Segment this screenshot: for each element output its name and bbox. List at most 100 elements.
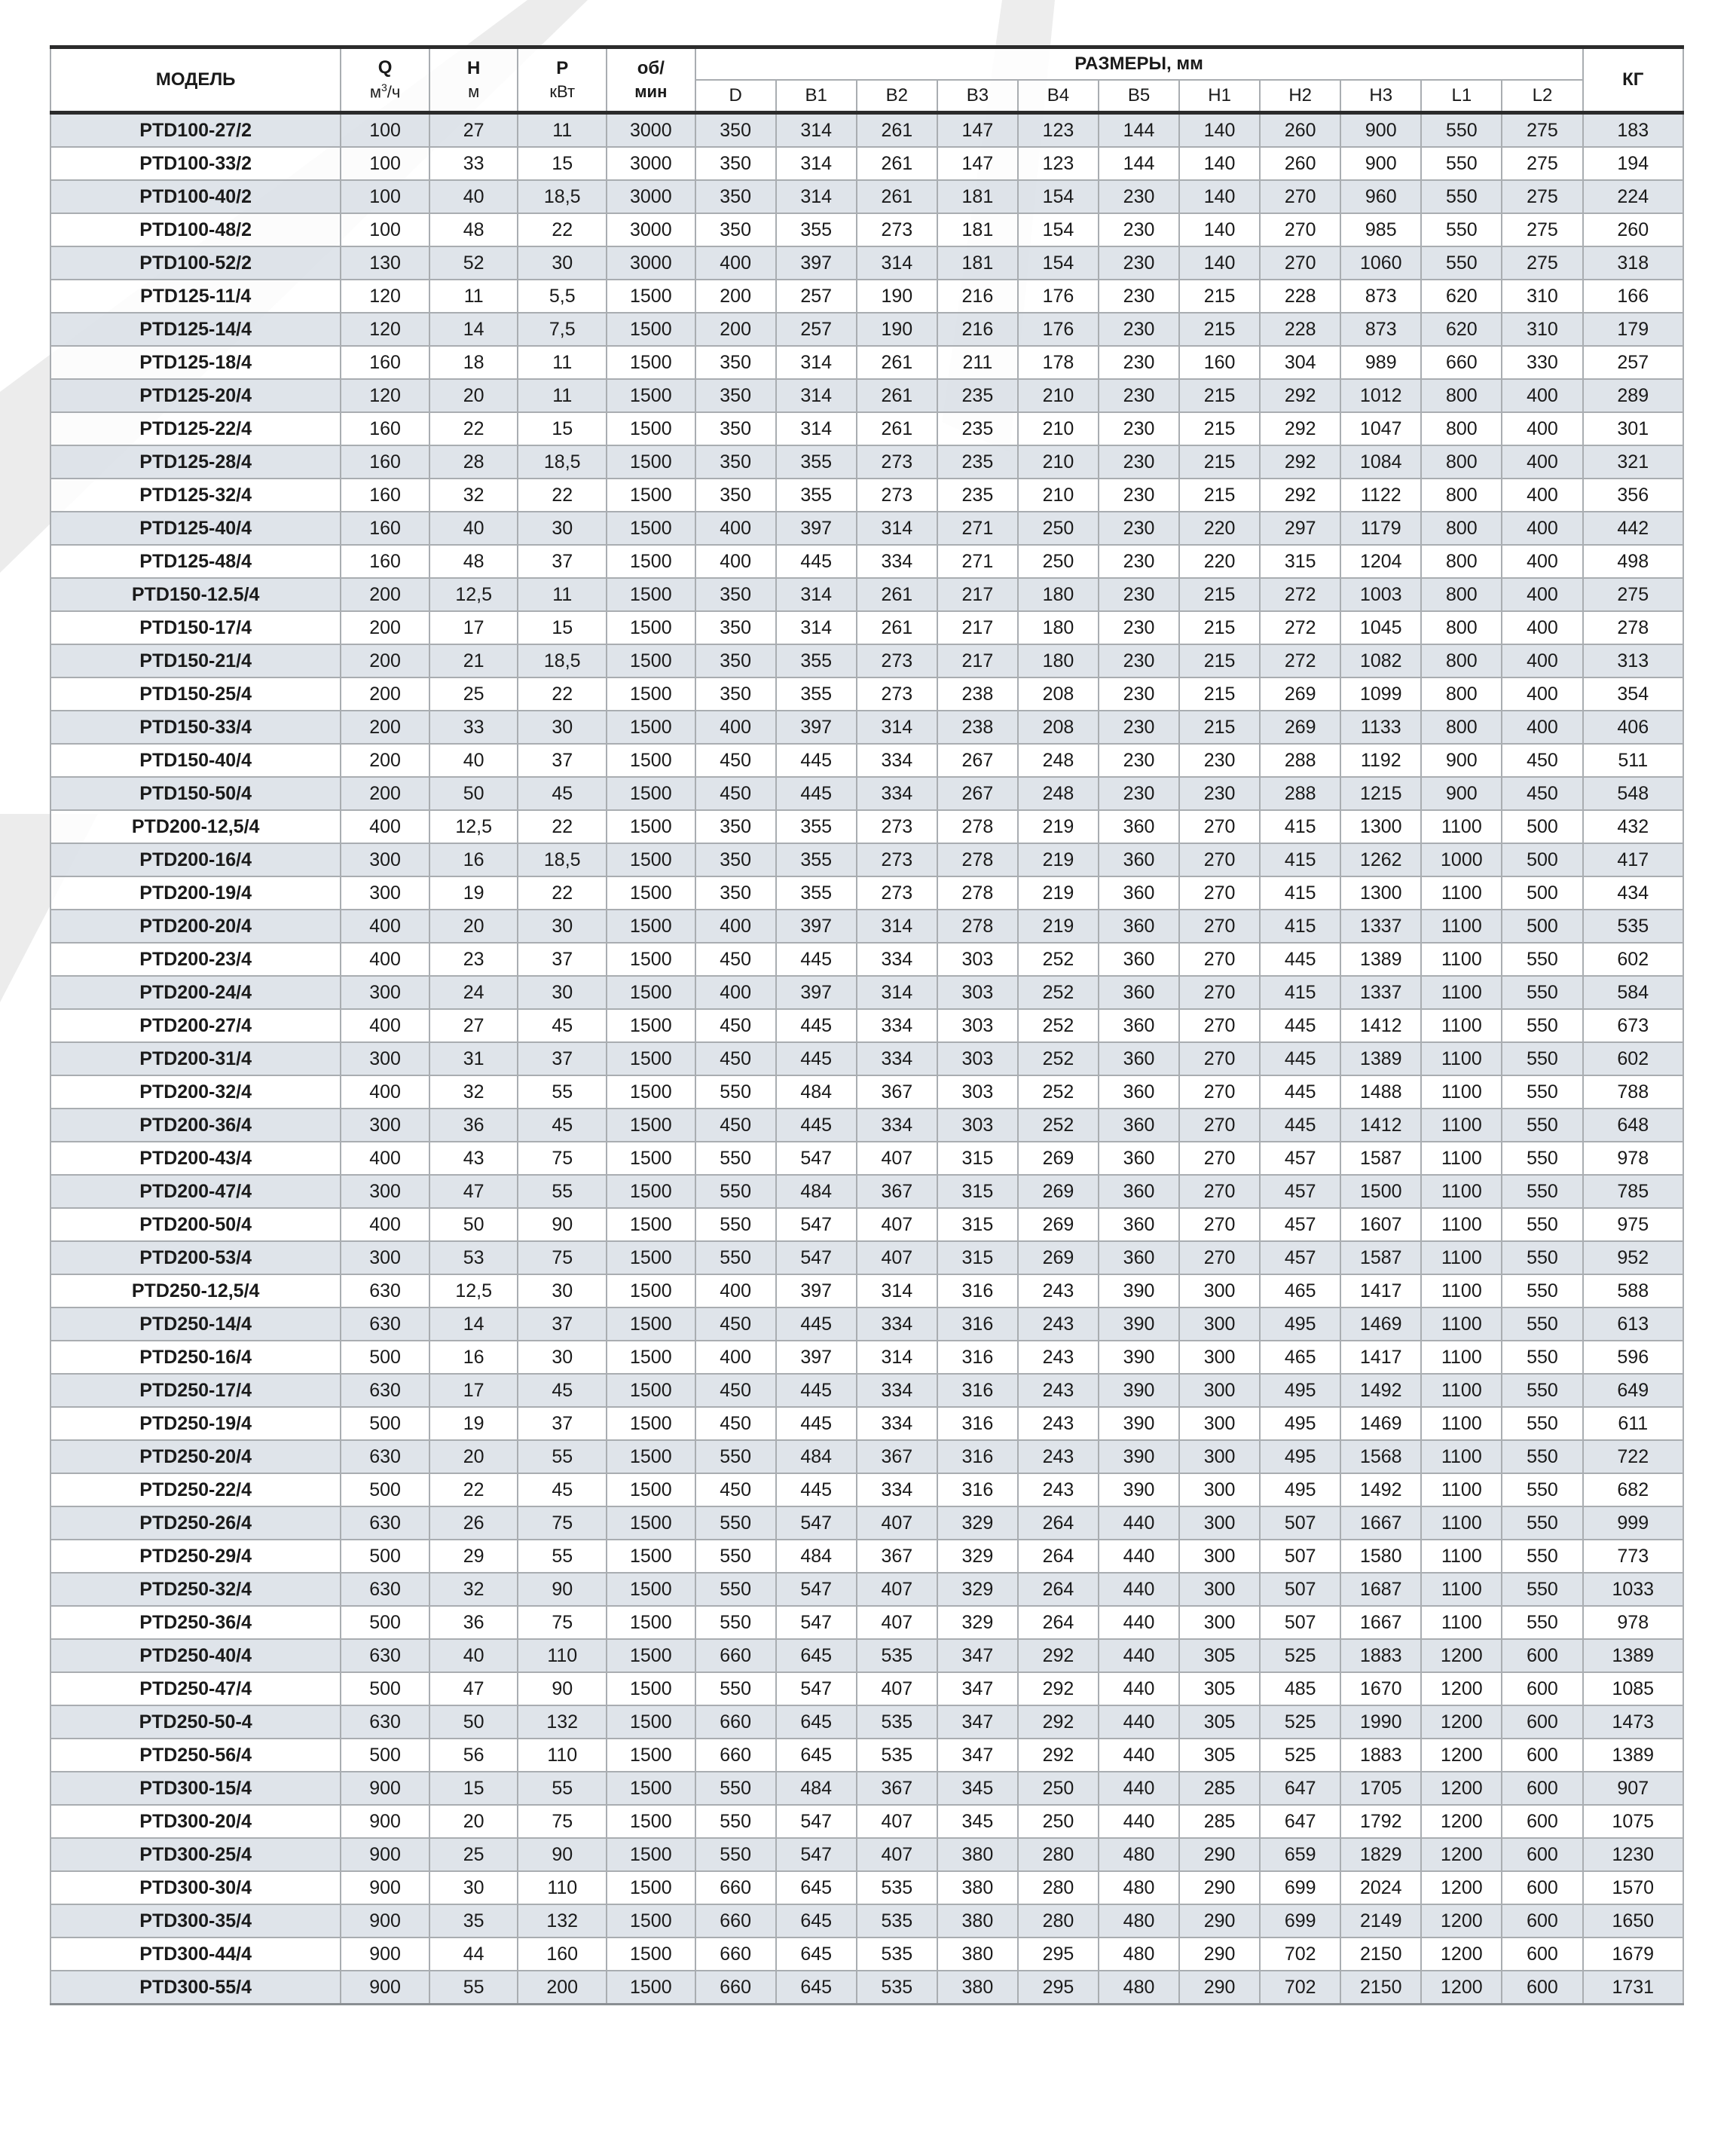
value-cell: 230 [1097,743,1181,778]
value-cell: 1500 [606,1075,696,1109]
value-cell: 611 [1582,1406,1685,1441]
value-cell: 400 [340,809,430,844]
value-cell: 440 [1097,1738,1181,1772]
value-cell: 350 [694,345,777,380]
value-cell: 329 [936,1605,1019,1640]
value-cell: 445 [1259,1075,1342,1109]
value-cell: 1473 [1582,1705,1685,1739]
value-cell: 602 [1582,942,1685,977]
value-cell: 620 [1420,279,1503,313]
value-cell: 235 [936,478,1019,512]
value-cell: 297 [1259,511,1342,546]
value-cell: 215 [1178,710,1261,745]
model-cell: PTD300-20/4 [49,1804,342,1839]
value-cell: 400 [1501,378,1584,413]
value-cell: 235 [936,378,1019,413]
value-cell: 22 [517,677,608,711]
value-cell: 457 [1259,1240,1342,1275]
value-cell: 314 [775,411,857,446]
flow-unit: м3/ч [369,81,401,102]
value-cell: 230 [1097,312,1181,347]
model-cell: PTD150-50/4 [49,776,342,811]
value-cell: 390 [1097,1439,1181,1474]
value-cell: 550 [694,1605,777,1640]
value-cell: 257 [1582,345,1685,380]
value-cell: 334 [855,1473,938,1507]
value-cell: 800 [1420,710,1503,745]
value-cell: 15 [428,1771,519,1806]
value-cell: 230 [1097,445,1181,479]
value-cell: 1099 [1340,677,1423,711]
value-cell: 360 [1097,876,1181,910]
value-cell: 32 [428,478,519,512]
value-cell: 407 [855,1240,938,1275]
value-cell: 445 [1259,1008,1342,1043]
value-cell: 355 [775,677,857,711]
value-cell: 415 [1259,975,1342,1010]
model-cell: PTD200-31/4 [49,1041,342,1076]
value-cell: 495 [1259,1473,1342,1507]
value-cell: 450 [694,776,777,811]
table-row: PTD125-18/4 160 18 11 1500 350 314 261 211 178 230… [49,345,1685,380]
value-cell: 1100 [1420,1340,1503,1375]
table-row: PTD150-25/4 200 25 22 1500 350 355 273 238 208 230… [49,677,1685,711]
value-cell: 1687 [1340,1572,1423,1607]
value-cell: 315 [936,1141,1019,1176]
value-cell: 147 [936,146,1019,181]
value-cell: 25 [428,677,519,711]
value-cell: 90 [517,1837,608,1872]
value-cell: 53 [428,1240,519,1275]
value-cell: 535 [855,1904,938,1938]
value-cell: 400 [694,1340,777,1375]
value-cell: 90 [517,1671,608,1706]
table-row: PTD300-20/4 900 20 75 1500 550 547 407 345 250 440… [49,1804,1685,1839]
value-cell: 270 [1178,809,1261,844]
value-cell: 7,5 [517,312,608,347]
value-cell: 261 [855,179,938,214]
value-cell: 500 [340,1738,430,1772]
value-cell: 645 [775,1970,857,2005]
value-cell: 75 [517,1804,608,1839]
value-cell: 407 [855,1572,938,1607]
value-cell: 360 [1097,1041,1181,1076]
table-row: PTD150-12.5/4 200 12,5 11 1500 350 314 261 217 18… [49,577,1685,612]
value-cell: 314 [775,610,857,645]
value-cell: 292 [1016,1705,1100,1739]
value-cell: 47 [428,1174,519,1209]
model-cell: PTD250-17/4 [49,1373,342,1408]
value-cell: 645 [775,1638,857,1673]
value-cell: 230 [1097,411,1181,446]
value-cell: 329 [936,1539,1019,1574]
value-cell: 40 [428,179,519,214]
value-cell: 252 [1016,1008,1100,1043]
value-cell: 22 [517,478,608,512]
value-cell: 900 [340,1870,430,1905]
value-cell: 1500 [606,1406,696,1441]
value-cell: 230 [1178,776,1261,811]
value-cell: 380 [936,1837,1019,1872]
value-cell: 450 [694,1108,777,1142]
value-cell: 550 [1501,1075,1584,1109]
value-cell: 584 [1582,975,1685,1010]
value-cell: 290 [1178,1904,1261,1938]
value-cell: 30 [517,511,608,546]
value-cell: 380 [936,1970,1019,2005]
table-row: PTD250-50-4 630 50 132 1500 660 645 535 347 292 44… [49,1705,1685,1739]
value-cell: 397 [775,909,857,944]
value-cell: 303 [936,975,1019,1010]
value-cell: 303 [936,1008,1019,1043]
value-cell: 390 [1097,1307,1181,1341]
value-cell: 547 [775,1506,857,1540]
value-cell: 440 [1097,1539,1181,1574]
value-cell: 550 [1420,179,1503,214]
value-cell: 316 [936,1439,1019,1474]
value-cell: 407 [855,1671,938,1706]
value-cell: 480 [1097,1870,1181,1905]
col-header-dim-d: D [694,79,777,115]
value-cell: 550 [1501,1406,1584,1441]
value-cell: 179 [1582,312,1685,347]
value-cell: 1215 [1340,776,1423,811]
value-cell: 1568 [1340,1439,1423,1474]
value-cell: 230 [1097,610,1181,645]
value-cell: 275 [1582,577,1685,612]
